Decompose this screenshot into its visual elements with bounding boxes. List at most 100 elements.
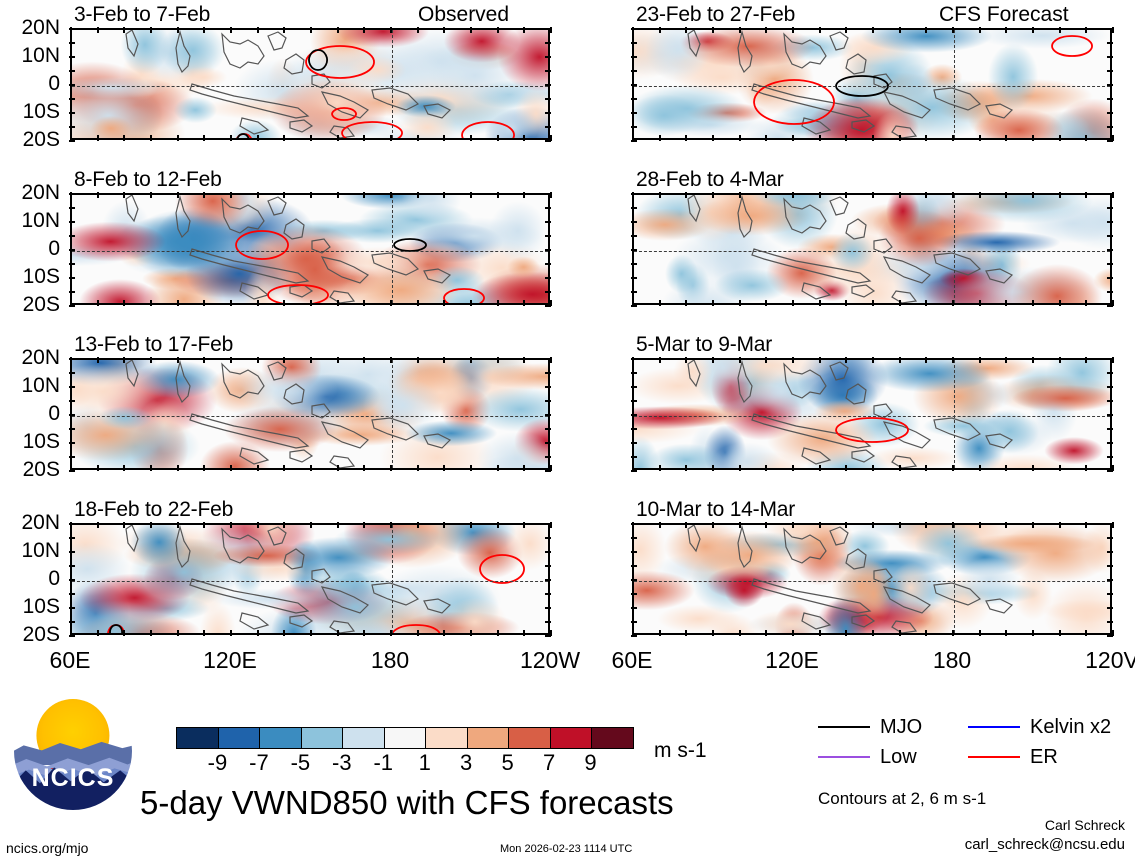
x-tick xyxy=(685,135,688,141)
y-tick xyxy=(545,621,551,623)
x-axis-label: 60E xyxy=(611,647,653,673)
x-tick xyxy=(283,300,286,306)
x-tick xyxy=(443,135,446,141)
x-tick xyxy=(792,300,794,306)
x-tick xyxy=(1112,300,1114,306)
colorbar-segment-1 xyxy=(218,728,261,748)
y-tick xyxy=(545,221,551,223)
map-panel-4 xyxy=(632,28,1112,140)
y-tick xyxy=(1107,456,1113,458)
x-tick xyxy=(230,465,232,471)
x-tick xyxy=(792,27,794,33)
x-tick xyxy=(523,135,526,141)
x-tick xyxy=(203,522,206,528)
x-tick xyxy=(632,465,634,471)
y-tick xyxy=(631,56,637,58)
x-tick xyxy=(363,192,366,198)
x-tick xyxy=(632,135,634,141)
x-tick xyxy=(978,522,981,528)
y-tick xyxy=(69,470,75,472)
x-tick xyxy=(738,522,741,528)
map-field-2 xyxy=(72,360,548,468)
legend-swatch-low xyxy=(818,756,870,758)
y-axis-label: 10S xyxy=(22,430,60,453)
x-tick xyxy=(765,27,768,33)
equator-line-2 xyxy=(72,416,548,417)
anomaly-field-4 xyxy=(634,30,1110,138)
y-axis-label: 0 xyxy=(48,72,60,95)
wave-contour-4-0 xyxy=(753,79,835,125)
x-tick xyxy=(176,465,179,471)
x-tick xyxy=(123,300,126,306)
x-tick xyxy=(336,630,339,636)
colorbar-tick: 7 xyxy=(542,750,556,775)
x-tick xyxy=(738,465,741,471)
x-tick xyxy=(1085,27,1088,33)
y-axis-label: 10S xyxy=(22,595,60,618)
x-tick xyxy=(765,357,768,363)
x-tick xyxy=(925,522,928,528)
y-axis-label: 0 xyxy=(48,237,60,260)
x-tick xyxy=(792,630,794,636)
y-tick xyxy=(1107,400,1113,402)
x-tick xyxy=(310,27,312,33)
x-tick xyxy=(176,357,179,363)
meridian-180-line-0 xyxy=(392,30,393,138)
x-tick xyxy=(952,135,954,141)
x-tick xyxy=(203,135,206,141)
map-panel-3 xyxy=(70,523,550,635)
wave-contour-3-0 xyxy=(479,554,525,584)
x-tick xyxy=(336,522,339,528)
y-tick xyxy=(545,235,551,237)
y-tick xyxy=(545,635,551,637)
x-tick xyxy=(658,522,661,528)
x-axis-label: 120E xyxy=(765,647,819,673)
y-tick xyxy=(545,551,551,553)
x-tick xyxy=(416,522,419,528)
colorbar-tick: 1 xyxy=(418,750,431,775)
x-tick xyxy=(523,522,526,528)
x-tick xyxy=(256,192,259,198)
x-tick xyxy=(1005,630,1008,636)
map-field-1 xyxy=(72,195,548,303)
y-tick xyxy=(69,428,75,430)
anomaly-field-3 xyxy=(72,525,548,633)
y-tick xyxy=(69,84,75,86)
x-tick xyxy=(310,630,312,636)
x-tick xyxy=(712,135,714,141)
x-tick xyxy=(523,465,526,471)
x-tick xyxy=(1112,465,1114,471)
x-tick xyxy=(150,192,152,198)
x-tick xyxy=(738,135,741,141)
wave-contour-0-6 xyxy=(236,133,250,138)
x-tick xyxy=(658,135,661,141)
x-tick xyxy=(123,27,126,33)
y-axis-label: 20N xyxy=(21,346,60,369)
x-tick xyxy=(765,465,768,471)
x-tick xyxy=(1058,27,1061,33)
x-tick xyxy=(872,522,874,528)
x-tick xyxy=(1005,465,1008,471)
x-tick xyxy=(176,192,179,198)
y-tick xyxy=(631,635,637,637)
y-tick xyxy=(69,414,75,416)
panel-title-3: 18-Feb to 22-Feb xyxy=(74,498,234,521)
x-tick xyxy=(978,357,981,363)
x-tick xyxy=(336,192,339,198)
x-tick xyxy=(363,522,366,528)
y-tick xyxy=(631,249,637,251)
y-tick xyxy=(1107,277,1113,279)
colorbar-tick: -9 xyxy=(207,750,228,775)
x-tick xyxy=(872,300,874,306)
y-tick xyxy=(545,42,551,44)
y-tick xyxy=(631,537,637,539)
y-tick xyxy=(631,621,637,623)
colorbar-segment-6 xyxy=(426,728,468,748)
column-header-1: CFS Forecast xyxy=(939,3,1069,26)
y-tick xyxy=(631,470,637,472)
y-tick xyxy=(1107,621,1113,623)
meridian-180-line-4 xyxy=(954,30,955,138)
x-tick xyxy=(925,192,928,198)
panel-title-4: 23-Feb to 27-Feb xyxy=(636,3,796,26)
coastlines-7 xyxy=(687,525,1014,633)
